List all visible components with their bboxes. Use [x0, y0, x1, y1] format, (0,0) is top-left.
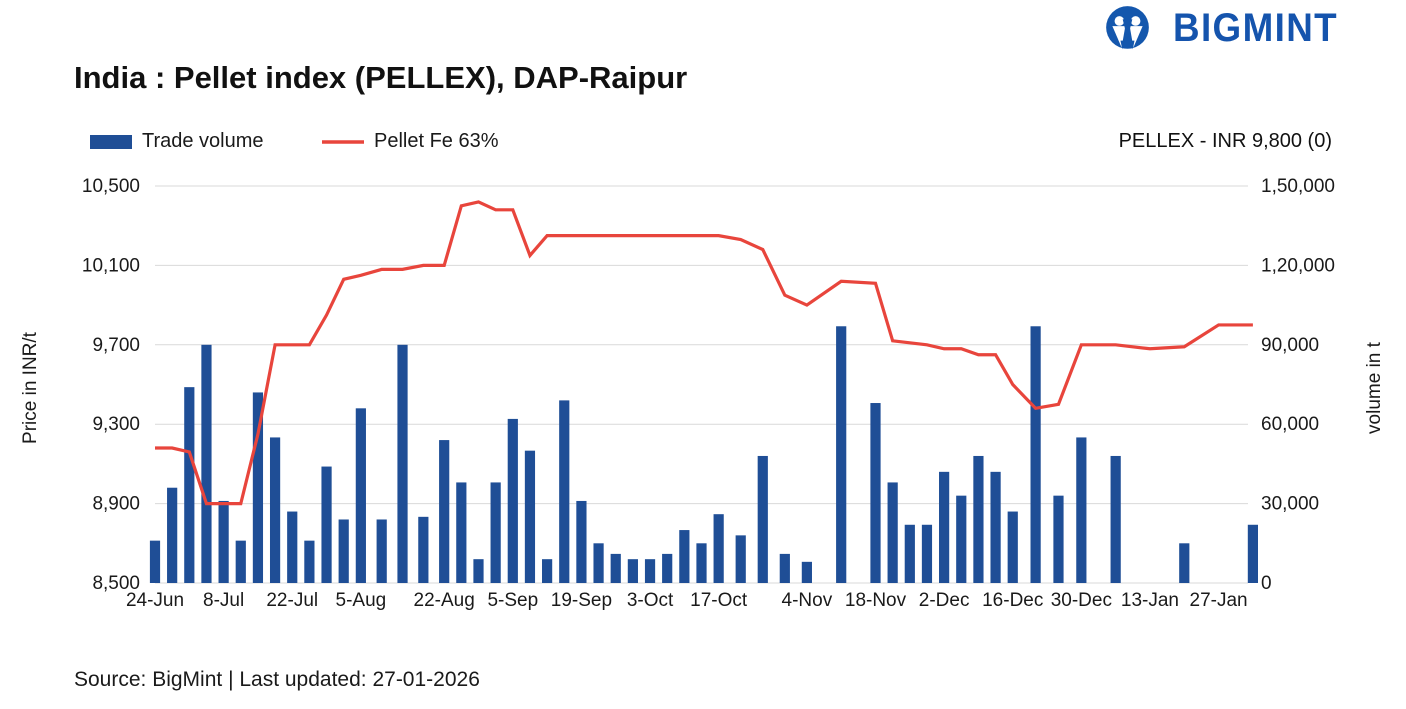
- svg-text:30-Dec: 30-Dec: [1051, 590, 1112, 611]
- svg-text:5-Sep: 5-Sep: [487, 590, 538, 611]
- svg-text:5-Aug: 5-Aug: [336, 590, 387, 611]
- svg-text:8,900: 8,900: [92, 494, 140, 515]
- svg-text:60,000: 60,000: [1261, 414, 1319, 435]
- svg-text:16-Dec: 16-Dec: [982, 590, 1043, 611]
- svg-text:30,000: 30,000: [1261, 494, 1319, 515]
- svg-text:volume in t: volume in t: [1364, 341, 1385, 434]
- svg-text:18-Nov: 18-Nov: [845, 590, 907, 611]
- svg-text:22-Jul: 22-Jul: [266, 590, 318, 611]
- svg-text:1,20,000: 1,20,000: [1261, 255, 1335, 276]
- svg-text:22-Aug: 22-Aug: [414, 590, 475, 611]
- svg-text:1,50,000: 1,50,000: [1261, 176, 1335, 197]
- svg-text:24-Jun: 24-Jun: [126, 590, 184, 611]
- svg-text:8-Jul: 8-Jul: [203, 590, 244, 611]
- svg-text:17-Oct: 17-Oct: [690, 590, 748, 611]
- svg-text:3-Oct: 3-Oct: [627, 590, 674, 611]
- svg-text:9,700: 9,700: [92, 335, 140, 356]
- svg-text:19-Sep: 19-Sep: [551, 590, 612, 611]
- svg-text:13-Jan: 13-Jan: [1121, 590, 1179, 611]
- svg-text:Price in INR/t: Price in INR/t: [20, 331, 41, 444]
- svg-text:4-Nov: 4-Nov: [782, 590, 833, 611]
- svg-text:27-Jan: 27-Jan: [1190, 590, 1248, 611]
- svg-text:90,000: 90,000: [1261, 335, 1319, 356]
- svg-text:0: 0: [1261, 573, 1272, 594]
- svg-text:2-Dec: 2-Dec: [919, 590, 970, 611]
- svg-text:9,300: 9,300: [92, 414, 140, 435]
- svg-text:10,500: 10,500: [82, 176, 140, 197]
- svg-text:10,100: 10,100: [82, 255, 140, 276]
